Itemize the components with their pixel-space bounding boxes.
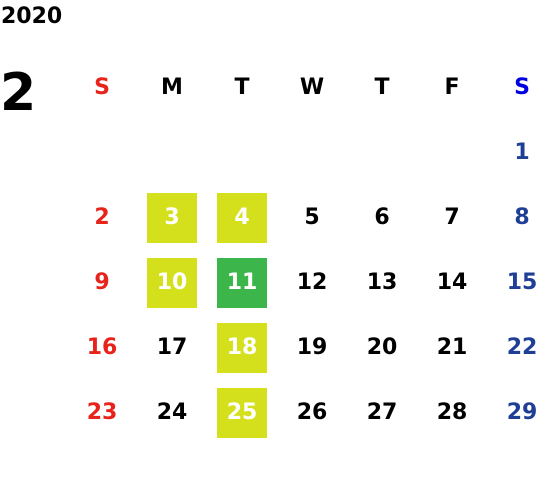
empty-day-cell bbox=[417, 120, 487, 185]
day-cell: 28 bbox=[417, 380, 487, 445]
day-cell: 23 bbox=[67, 380, 137, 445]
day-number: 28 bbox=[436, 400, 468, 425]
day-cell: 18 bbox=[207, 315, 277, 380]
weekday-wednesday: W bbox=[299, 75, 325, 100]
day-cell: 16 bbox=[67, 315, 137, 380]
day-cell: 10 bbox=[137, 250, 207, 315]
day-number: 17 bbox=[156, 335, 188, 360]
day-cell: 19 bbox=[277, 315, 347, 380]
day-cell: 24 bbox=[137, 380, 207, 445]
empty-day-cell bbox=[347, 120, 417, 185]
day-cell: 8 bbox=[487, 185, 548, 250]
day-number: 22 bbox=[506, 335, 538, 360]
day-cell: 26 bbox=[277, 380, 347, 445]
day-cell: 20 bbox=[347, 315, 417, 380]
day-number: 14 bbox=[436, 270, 468, 295]
day-number: 6 bbox=[374, 205, 390, 230]
day-cell: 12 bbox=[277, 250, 347, 315]
calendar-grid: S M T W T F S 1 2 3 4 5 6 7 8 9 10 11 12 13 14 15 16 17 1… bbox=[67, 55, 548, 445]
day-number-highlighted: 3 bbox=[147, 192, 197, 243]
day-number: 24 bbox=[156, 400, 188, 425]
day-cell: 1 bbox=[487, 120, 548, 185]
empty-day-cell bbox=[67, 120, 137, 185]
day-cell: 13 bbox=[347, 250, 417, 315]
day-number-highlighted: 25 bbox=[217, 387, 267, 438]
day-cell: 17 bbox=[137, 315, 207, 380]
day-cell: 22 bbox=[487, 315, 548, 380]
day-cell: 2 bbox=[67, 185, 137, 250]
day-cell: 11 bbox=[207, 250, 277, 315]
day-cell: 5 bbox=[277, 185, 347, 250]
empty-day-cell bbox=[137, 120, 207, 185]
day-number: 15 bbox=[506, 270, 538, 295]
day-number: 12 bbox=[296, 270, 328, 295]
day-cell: 3 bbox=[137, 185, 207, 250]
day-cell: 14 bbox=[417, 250, 487, 315]
weekday-sunday: S bbox=[94, 75, 110, 100]
day-cell: 21 bbox=[417, 315, 487, 380]
day-number: 5 bbox=[304, 205, 320, 230]
empty-day-cell bbox=[207, 120, 277, 185]
day-number: 29 bbox=[506, 400, 538, 425]
day-cell: 25 bbox=[207, 380, 277, 445]
weekday-thursday: T bbox=[374, 75, 390, 100]
day-cell: 27 bbox=[347, 380, 417, 445]
day-number: 27 bbox=[366, 400, 398, 425]
day-number: 7 bbox=[444, 205, 460, 230]
day-cell: 9 bbox=[67, 250, 137, 315]
day-number-highlighted: 18 bbox=[217, 322, 267, 373]
day-number: 8 bbox=[514, 205, 530, 230]
weekday-tuesday: T bbox=[234, 75, 250, 100]
day-number: 19 bbox=[296, 335, 328, 360]
day-number: 23 bbox=[86, 400, 118, 425]
day-number-highlighted: 10 bbox=[147, 257, 197, 308]
weekday-saturday: S bbox=[514, 75, 530, 100]
weekday-friday: F bbox=[444, 75, 460, 100]
day-cell: 7 bbox=[417, 185, 487, 250]
day-number: 2 bbox=[94, 205, 110, 230]
day-number: 9 bbox=[94, 270, 110, 295]
day-cell: 29 bbox=[487, 380, 548, 445]
day-number: 20 bbox=[366, 335, 398, 360]
day-number: 21 bbox=[436, 335, 468, 360]
day-number-highlighted: 11 bbox=[217, 257, 267, 308]
day-number: 16 bbox=[86, 335, 118, 360]
empty-day-cell bbox=[277, 120, 347, 185]
day-number-highlighted: 4 bbox=[217, 192, 267, 243]
day-number: 1 bbox=[514, 140, 530, 165]
day-cell: 6 bbox=[347, 185, 417, 250]
day-number: 13 bbox=[366, 270, 398, 295]
day-cell: 4 bbox=[207, 185, 277, 250]
year-label: 2020 bbox=[1, 4, 63, 29]
day-cell: 15 bbox=[487, 250, 548, 315]
day-number: 26 bbox=[296, 400, 328, 425]
month-number: 2 bbox=[0, 63, 37, 123]
weekday-monday: M bbox=[161, 75, 183, 100]
